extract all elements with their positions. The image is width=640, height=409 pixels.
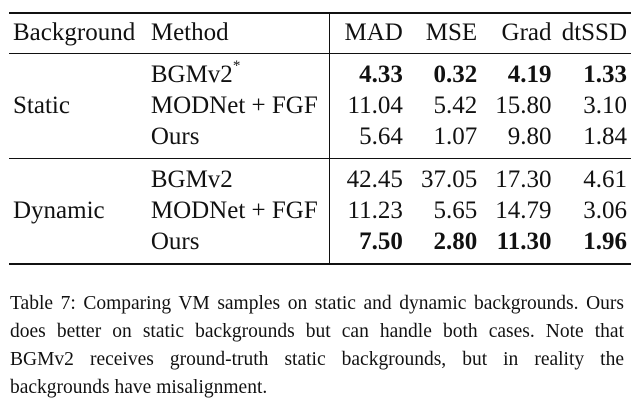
table-row: Static MODNet + FGF 11.04 5.42 15.80 3.1… xyxy=(9,90,631,121)
grad-cell: 17.30 xyxy=(495,165,552,193)
dtssd-cell: 1.84 xyxy=(557,121,631,159)
mse-cell: 2.80 xyxy=(408,226,484,265)
dtssd-cell: 1.33 xyxy=(583,60,627,88)
header-row: Background Method MAD MSE Grad dtSSD xyxy=(9,12,631,54)
mse-cell: 0.32 xyxy=(433,60,478,88)
mad-cell: 11.04 xyxy=(347,91,403,119)
mse-cell: 5.42 xyxy=(433,91,478,119)
grad-cell: 4.19 xyxy=(507,60,552,88)
mse-cell: 37.05 xyxy=(420,165,478,193)
mse-cell: 5.65 xyxy=(433,196,478,224)
grad-cell: 15.80 xyxy=(495,91,552,119)
dynamic-group: BGMv2 42.45 37.05 17.30 4.61 Dynamic MOD… xyxy=(9,158,631,265)
method-cell: Ours xyxy=(150,226,331,265)
method-cell: Ours xyxy=(150,121,331,159)
mse-cell: 1.07 xyxy=(408,121,484,159)
header-background: Background xyxy=(9,12,151,54)
mad-cell: 7.50 xyxy=(329,226,409,265)
method-cell: BGMv2 xyxy=(150,158,331,195)
mad-cell: 5.64 xyxy=(329,121,409,159)
group-label-static: Static xyxy=(13,91,70,119)
group-label-dynamic: Dynamic xyxy=(13,196,105,224)
dtssd-cell: 1.96 xyxy=(557,226,631,265)
static-group: BGMv2* 4.33 0.32 4.19 1.33 Static MODNet… xyxy=(9,53,631,159)
dtssd-cell: 4.61 xyxy=(583,165,627,193)
header-mad: MAD xyxy=(329,12,409,54)
table-caption: Table 7: Comparing VM samples on static … xyxy=(10,293,624,398)
dtssd-cell: 3.06 xyxy=(583,196,627,224)
method-cell: MODNet + FGF xyxy=(150,195,331,226)
header-grad: Grad xyxy=(483,12,558,54)
header-dtssd: dtSSD xyxy=(557,12,631,54)
method-cell: BGMv2* xyxy=(150,53,331,90)
grad-cell: 11.30 xyxy=(483,226,558,265)
table-row: BGMv2* 4.33 0.32 4.19 1.33 xyxy=(9,53,631,90)
method-cell: MODNet + FGF xyxy=(150,90,331,121)
table-row: Ours 5.64 1.07 9.80 1.84 xyxy=(9,121,631,159)
mad-cell: 11.23 xyxy=(347,196,403,224)
grad-cell: 14.79 xyxy=(495,196,552,224)
header-mse: MSE xyxy=(408,12,484,54)
table-row: Dynamic MODNet + FGF 11.23 5.65 14.79 3.… xyxy=(9,195,631,226)
table-row: BGMv2 42.45 37.05 17.30 4.61 xyxy=(9,158,631,195)
results-table-container: Background Method MAD MSE Grad dtSSD BGM… xyxy=(9,12,631,265)
results-table: Background Method MAD MSE Grad dtSSD BGM… xyxy=(9,12,631,265)
dtssd-cell: 3.10 xyxy=(583,91,627,119)
mad-cell: 4.33 xyxy=(359,60,403,88)
table-row: Ours 7.50 2.80 11.30 1.96 xyxy=(9,226,631,265)
asterisk-footnote: * xyxy=(232,58,241,75)
grad-cell: 9.80 xyxy=(483,121,558,159)
header-method: Method xyxy=(150,12,331,54)
mad-cell: 42.45 xyxy=(346,165,403,193)
